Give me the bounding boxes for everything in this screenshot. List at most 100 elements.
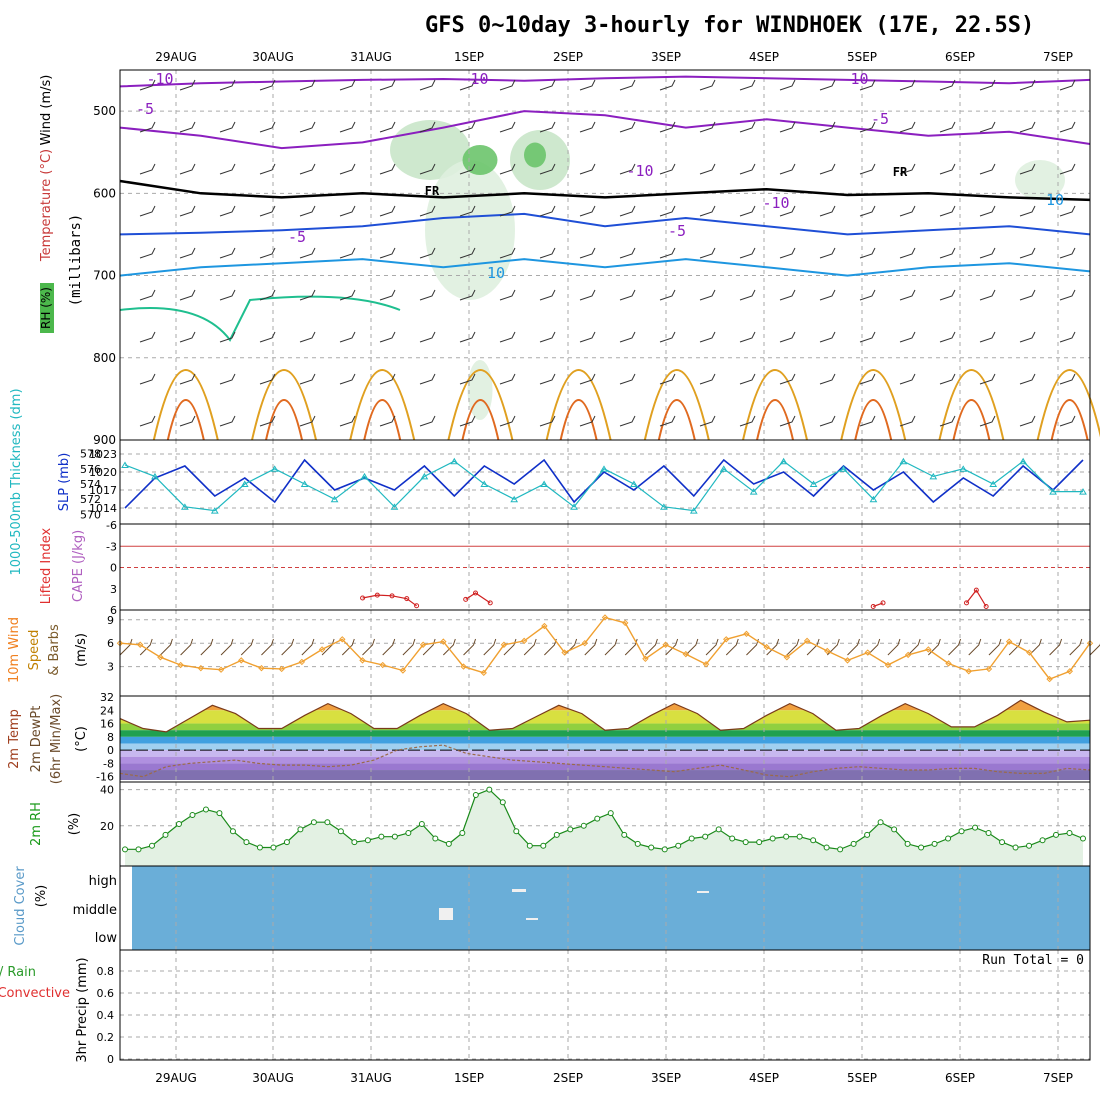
rh-axis-label: 2m RH (29, 802, 44, 846)
warm-contour-2 (349, 369, 416, 441)
wind-barb (939, 79, 956, 91)
date-label-bottom-4: 2SEP (553, 1071, 583, 1085)
wind-barb (739, 247, 756, 259)
wind-barb (659, 79, 676, 91)
rh-point (513, 828, 520, 835)
wind-speed-point (622, 619, 629, 627)
rh-point (283, 839, 290, 846)
wind-barb (419, 289, 436, 301)
wind-barb (339, 247, 356, 259)
li-tick-0: -6 (106, 519, 117, 532)
thickness-marker (989, 480, 998, 487)
date-label-top-8: 6SEP (945, 50, 975, 64)
wind-barb (739, 415, 756, 427)
wind-barb (579, 331, 596, 343)
cloud-patch-0 (512, 889, 526, 892)
lifted-index-point (880, 600, 886, 606)
thickness-marker (300, 480, 309, 487)
wind-barb (619, 121, 636, 133)
wind-barb (859, 331, 876, 343)
surface-wind-barb (442, 638, 456, 656)
thickness-marker (689, 507, 698, 514)
date-label-top-9: 7SEP (1043, 50, 1073, 64)
lifted-index-panel: -6 -3 0 3 6 Lifted Index CAPE (J/kg) (39, 519, 1091, 617)
rh-point (270, 844, 277, 851)
rh-point (796, 833, 803, 840)
surface-wind-barb (988, 638, 1002, 656)
surface-wind-barb (948, 638, 962, 656)
wind-barb (1059, 415, 1076, 427)
thickness-marker (929, 472, 938, 480)
rh-point (864, 831, 871, 838)
wind-barb (139, 331, 156, 343)
rh-point (702, 833, 709, 840)
thickness-frame (119, 439, 1091, 525)
cloud-tick-middle: middle (73, 903, 117, 918)
wind-speed-line (119, 616, 1091, 680)
warm-contour-7 (840, 369, 907, 441)
rh-point (418, 821, 425, 827)
wind-barb (139, 373, 156, 385)
wind-barb (139, 289, 156, 301)
temp-band-2 (120, 723, 1090, 731)
wind-barb (619, 373, 636, 385)
wind-speed-point (925, 646, 932, 653)
wind-barb (659, 415, 676, 427)
wind-barb (899, 289, 916, 301)
precip-unit-label: 3hr Precip (mm) (75, 957, 90, 1062)
wind-barb (299, 205, 316, 217)
wind-barb (419, 373, 436, 385)
wind-speed-point (318, 646, 326, 653)
hot-contour-3 (461, 399, 500, 441)
thickness-marker (1049, 488, 1057, 495)
wind-barb (379, 415, 396, 427)
wind-barb (419, 163, 436, 175)
rh-point (931, 840, 938, 847)
rh-point (837, 846, 844, 853)
thickness-marker (659, 503, 668, 510)
rh-unit-label: (%) (67, 813, 82, 836)
wind-barb (819, 79, 836, 91)
wind-barb (1059, 373, 1076, 385)
wind-barb (859, 205, 876, 217)
temp-band-8 (120, 763, 1090, 771)
wind-barb (379, 79, 396, 91)
surface-wind-barb (261, 638, 274, 656)
thickness-tick-4: 570 (80, 508, 101, 521)
surface-wind-barb (483, 638, 497, 656)
hot-contour-1 (265, 399, 303, 441)
surface-wind-barb (362, 638, 375, 656)
date-label-bottom-3: 1SEP (454, 1071, 484, 1085)
thickness-marker (600, 465, 608, 472)
wind-speed-point (359, 657, 366, 664)
surface-wind-barb (705, 638, 719, 656)
slp-tick-1: 1020 (89, 466, 117, 479)
wind-speed-point (541, 622, 548, 630)
thickness-marker (630, 480, 638, 487)
precip-tick-3: 0.2 (97, 1031, 115, 1044)
wind-speed-point (460, 663, 467, 670)
wind-barb (1059, 79, 1076, 91)
lifted-index-point (473, 590, 479, 596)
wind-barb (1019, 415, 1036, 427)
surface-wind-barb (1029, 638, 1042, 656)
surface-wind-barb (180, 638, 194, 656)
date-label-top-2: 31AUG (350, 50, 392, 64)
run-total-label: Run Total = 0 (982, 953, 1084, 968)
rh-point (985, 830, 992, 837)
thickness-marker (510, 495, 519, 503)
isotherm-10 (119, 258, 1091, 277)
wind-speed-point (642, 655, 649, 663)
surface-wind-barb (503, 638, 517, 656)
contour-label-8: -5 (668, 222, 686, 240)
contour-label-4: -5 (871, 110, 889, 128)
wind-barb (139, 415, 156, 427)
wind-speed-point (844, 657, 851, 664)
wind-speed-point (1066, 668, 1073, 675)
upper-tick-1: 600 (93, 186, 116, 200)
wind10m-panel: 9 6 3 10m Wind Speed & Barbs (m/s) (7, 609, 1100, 697)
thickness-marker (240, 480, 249, 487)
